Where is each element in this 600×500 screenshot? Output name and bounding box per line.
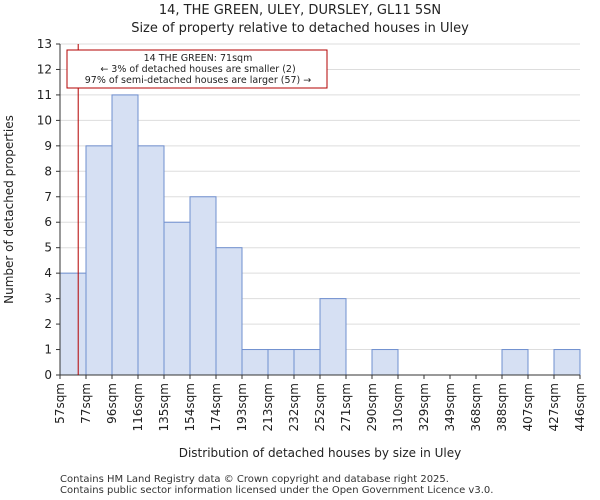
annotation-box bbox=[66, 49, 328, 89]
y-tick-label: 7 bbox=[44, 190, 52, 204]
x-tick-label: 349sqm bbox=[443, 383, 457, 431]
y-tick-label: 10 bbox=[37, 113, 52, 127]
annotation-line-2: ← 3% of detached houses are smaller (2) bbox=[100, 64, 295, 75]
histogram-bar bbox=[137, 145, 165, 376]
annotation-line-3: 97% of semi-detached houses are larger (… bbox=[85, 75, 312, 86]
annotation-line-1: 14 THE GREEN: 71sqm bbox=[144, 53, 253, 64]
x-tick-label: 329sqm bbox=[417, 383, 431, 431]
y-tick-label: 5 bbox=[44, 241, 52, 255]
x-tick-label: 368sqm bbox=[469, 383, 483, 431]
chart-title: 14, THE GREEN, ULEY, DURSLEY, GL11 5SN bbox=[158, 3, 442, 18]
x-tick-label: 135sqm bbox=[157, 383, 171, 431]
x-tick-label: 407sqm bbox=[521, 383, 535, 431]
histogram-bar bbox=[189, 196, 217, 376]
x-tick-label: 290sqm bbox=[365, 383, 379, 431]
x-tick-label: 96sqm bbox=[105, 383, 119, 424]
chart-subtitle: Size of property relative to detached ho… bbox=[131, 21, 469, 36]
y-tick-label: 1 bbox=[44, 343, 52, 357]
y-tick-label: 11 bbox=[37, 88, 52, 102]
y-tick-label: 6 bbox=[44, 215, 52, 229]
histogram-bar bbox=[371, 349, 399, 376]
x-tick-label: 116sqm bbox=[131, 383, 145, 431]
histogram-bar bbox=[111, 94, 139, 376]
y-tick-label: 12 bbox=[37, 62, 52, 76]
histogram-bar bbox=[501, 349, 529, 376]
x-tick-label: 310sqm bbox=[391, 383, 405, 431]
x-tick-label: 193sqm bbox=[235, 383, 249, 431]
y-tick-label: 9 bbox=[44, 139, 52, 153]
x-axis-title: Distribution of detached houses by size … bbox=[179, 446, 462, 460]
y-tick-label: 8 bbox=[44, 164, 52, 178]
histogram-bar bbox=[163, 221, 191, 376]
x-tick-label: 427sqm bbox=[547, 383, 561, 431]
y-tick-label: 4 bbox=[44, 266, 52, 280]
histogram-bar bbox=[215, 247, 243, 376]
x-tick-label: 174sqm bbox=[209, 383, 223, 431]
x-tick-label: 252sqm bbox=[313, 383, 327, 431]
y-tick-label: 13 bbox=[37, 37, 52, 51]
histogram-bar bbox=[85, 145, 113, 376]
histogram-bar bbox=[293, 349, 321, 376]
histogram-bar bbox=[267, 349, 295, 376]
x-tick-label: 232sqm bbox=[287, 383, 301, 431]
histogram-bar bbox=[241, 349, 269, 376]
histogram-bar bbox=[59, 272, 87, 376]
x-tick-label: 77sqm bbox=[79, 383, 93, 424]
x-tick-label: 57sqm bbox=[53, 383, 67, 424]
y-tick-label: 3 bbox=[44, 292, 52, 306]
y-tick-label: 0 bbox=[44, 368, 52, 382]
x-tick-label: 213sqm bbox=[261, 383, 275, 431]
footer-line-2: Contains public sector information licen… bbox=[60, 485, 494, 496]
histogram-bar bbox=[553, 349, 581, 376]
footer-line-1: Contains HM Land Registry data © Crown c… bbox=[60, 474, 449, 485]
x-tick-label: 446sqm bbox=[573, 383, 587, 431]
histogram-bar bbox=[319, 298, 347, 376]
x-tick-label: 388sqm bbox=[495, 383, 509, 431]
x-tick-label: 271sqm bbox=[339, 383, 353, 431]
y-tick-label: 2 bbox=[44, 317, 52, 331]
x-tick-label: 154sqm bbox=[183, 383, 197, 431]
y-axis-title: Number of detached properties bbox=[2, 115, 16, 304]
